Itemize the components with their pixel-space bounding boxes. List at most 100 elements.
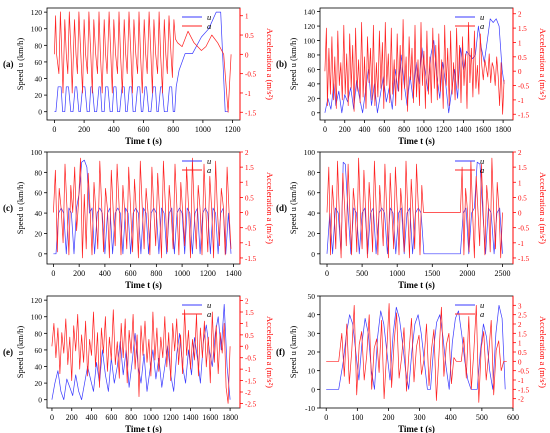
y-right-tick-label: -0.5 [245, 225, 257, 233]
legend-label: u [207, 12, 211, 22]
x-tick-label: 200 [382, 413, 394, 422]
x-tick-label: 1400 [183, 413, 199, 422]
x-tick-label: 1200 [200, 269, 216, 278]
y-left-tick-label: 80 [308, 168, 316, 177]
y-left-tick-label: 80 [35, 168, 43, 177]
y-right-tick-label: -1.5 [518, 386, 530, 394]
y-right-tick-label: -0.5 [518, 368, 530, 376]
y-right-tick-label: -0.5 [518, 225, 530, 233]
x-tick-label: 500 [356, 269, 368, 278]
y-left-tick-label: 20 [35, 91, 43, 100]
x-tick-label: 1000 [174, 269, 190, 278]
y-left-tick-label: 60 [308, 65, 316, 74]
y-right-tick-label: -1.5 [245, 255, 257, 263]
y-left-tick-label: 30 [308, 329, 316, 338]
legend-label: u [480, 300, 484, 310]
y-left-tick-label: 20 [308, 94, 316, 103]
y-left-tick-label: 0 [38, 108, 42, 117]
x-tick-label: 200 [78, 125, 90, 134]
x-tick-label: 500 [476, 413, 488, 422]
legend-label: u [207, 156, 211, 166]
y-right-tick-label: -1 [518, 97, 524, 105]
y-right-tick-label: -1.5 [245, 378, 257, 386]
y-left-tick-label: 20 [308, 348, 316, 357]
y-left-tick-label: 80 [308, 51, 316, 60]
y-left-tick-label: 10 [308, 367, 316, 376]
x-tick-label: 600 [125, 269, 137, 278]
y-right-axis-title: Acceleration a (m/s²) [265, 28, 275, 100]
y-left-tick-label: 140 [304, 8, 316, 17]
legend-label: a [480, 21, 484, 31]
y-right-tick-label: 2 [245, 298, 249, 306]
y-right-tick-label: 0 [245, 343, 249, 351]
x-tick-label: 0 [51, 269, 55, 278]
y-left-tick-label: 80 [35, 329, 43, 338]
x-tick-label: 1500 [424, 269, 440, 278]
y-right-tick-label: 2 [245, 149, 249, 157]
x-axis-title: Time t (s) [125, 424, 162, 433]
x-tick-label: 800 [167, 125, 179, 134]
y-left-tick-label: 60 [35, 189, 43, 198]
y-left-tick-label: 40 [35, 363, 43, 372]
y-right-tick-label: 1.5 [245, 309, 254, 317]
y-left-tick-label: 100 [31, 25, 43, 34]
y-right-tick-label: 1.5 [518, 330, 527, 338]
x-tick-label: 1000 [143, 413, 159, 422]
y-right-tick-label: -1.5 [245, 109, 257, 117]
y-right-tick-label: 1 [518, 340, 522, 348]
speed-series-line [326, 304, 506, 390]
y-right-tick-label: 1 [245, 320, 249, 328]
y-right-tick-label: 0.5 [518, 54, 527, 62]
x-axis-title: Time t (s) [125, 280, 162, 290]
y-right-tick-label: -1 [518, 240, 524, 248]
chart-panel-5: 0 200 400 600 800 1000 1200 1400 1600 18000204060… [3, 295, 275, 433]
x-tick-label: 800 [125, 413, 137, 422]
x-tick-label: 1800 [495, 125, 511, 134]
acceleration-series-line [51, 309, 231, 404]
y-right-tick-label: -0.5 [245, 71, 257, 79]
x-tick-label: 1200 [225, 125, 241, 134]
y-right-tick-label: 1 [518, 179, 522, 187]
chart-panel-4: 0 500 1000 1500 2000 2500020406080100-1.5-1-0… [276, 148, 548, 290]
y-right-tick-label: 2 [518, 149, 522, 157]
y-left-tick-label: -10 [305, 404, 315, 413]
x-tick-label: 200 [73, 269, 85, 278]
x-tick-label: 100 [351, 413, 363, 422]
speed-series-line [54, 11, 229, 113]
x-axis-title: Time t (s) [398, 280, 435, 290]
y-left-tick-label: 100 [31, 313, 43, 322]
x-tick-label: 0 [50, 413, 54, 422]
chart-panel-2: 0 200 400 600 800 1000 1200 1400 1600 18000204060… [276, 7, 548, 146]
x-tick-label: 2000 [459, 269, 475, 278]
x-tick-label: 1800 [222, 413, 238, 422]
y-right-axis-title: Acceleration a (m/s²) [265, 172, 275, 244]
y-right-tick-label: 0.5 [518, 194, 527, 202]
y-right-tick-label: -1 [245, 90, 251, 98]
y-left-tick-label: 40 [308, 80, 316, 89]
y-left-tick-label: 120 [31, 296, 43, 305]
y-right-tick-label: 0 [245, 210, 249, 218]
panel-label: (b) [276, 59, 287, 69]
x-tick-label: 400 [99, 269, 111, 278]
x-tick-label: 1400 [226, 269, 242, 278]
y-right-tick-label: -1.5 [518, 111, 530, 119]
y-right-tick-label: 0 [518, 358, 522, 366]
y-left-tick-label: 60 [35, 58, 43, 67]
y-right-tick-label: -2.5 [245, 400, 257, 408]
x-tick-label: 800 [398, 125, 410, 134]
legend-label: a [207, 309, 211, 319]
x-axis-title: Time t (s) [398, 424, 435, 433]
acceleration-series-line [324, 19, 505, 115]
y-left-tick-label: 20 [35, 229, 43, 238]
x-tick-label: 600 [105, 413, 117, 422]
y-right-tick-label: 0.5 [245, 32, 254, 40]
legend-label: a [207, 21, 211, 31]
y-left-axis-title: Speed u (km/h) [15, 38, 25, 91]
y-right-tick-label: -2 [245, 389, 251, 397]
x-tick-label: 600 [378, 125, 390, 134]
y-right-tick-label: 2 [518, 321, 522, 329]
x-tick-label: 1400 [456, 125, 472, 134]
y-right-tick-label: 3 [518, 302, 522, 310]
y-left-tick-label: 120 [31, 8, 43, 17]
y-left-axis-title: Speed u (km/h) [15, 326, 25, 379]
